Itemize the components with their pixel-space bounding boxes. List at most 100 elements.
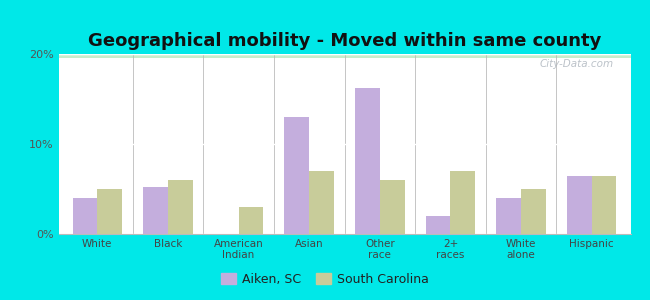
Bar bbox=[58, 54, 630, 56]
Bar bbox=[58, 55, 630, 56]
Bar bbox=[98, 189, 122, 234]
Bar bbox=[58, 56, 630, 58]
Bar bbox=[239, 207, 263, 234]
Bar bbox=[58, 55, 630, 57]
Bar bbox=[58, 55, 630, 57]
Bar bbox=[58, 55, 630, 56]
Bar bbox=[58, 56, 630, 57]
Bar bbox=[355, 88, 380, 234]
Bar bbox=[58, 55, 630, 57]
Bar bbox=[58, 54, 630, 56]
Bar bbox=[58, 56, 630, 57]
Bar bbox=[58, 54, 630, 56]
Bar bbox=[73, 198, 98, 234]
Bar bbox=[309, 171, 334, 234]
Bar bbox=[58, 55, 630, 56]
Bar bbox=[58, 54, 630, 56]
Bar bbox=[58, 56, 630, 57]
Bar bbox=[58, 54, 630, 56]
Bar bbox=[58, 55, 630, 57]
Bar bbox=[58, 55, 630, 57]
Bar bbox=[58, 55, 630, 56]
Bar bbox=[58, 56, 630, 57]
Bar bbox=[58, 55, 630, 56]
Bar bbox=[58, 54, 630, 56]
Bar bbox=[58, 55, 630, 56]
Bar bbox=[58, 54, 630, 56]
Bar bbox=[58, 55, 630, 57]
Bar bbox=[58, 55, 630, 57]
Bar bbox=[567, 176, 592, 234]
Bar bbox=[58, 55, 630, 56]
Bar bbox=[58, 56, 630, 58]
Bar bbox=[58, 56, 630, 57]
Bar bbox=[58, 55, 630, 57]
Bar bbox=[58, 55, 630, 56]
Bar bbox=[58, 55, 630, 57]
Bar bbox=[592, 176, 616, 234]
Bar bbox=[58, 55, 630, 57]
Bar bbox=[58, 56, 630, 57]
Bar bbox=[58, 54, 630, 56]
Title: Geographical mobility - Moved within same county: Geographical mobility - Moved within sam… bbox=[88, 32, 601, 50]
Bar bbox=[58, 56, 630, 58]
Bar bbox=[58, 56, 630, 58]
Bar bbox=[58, 55, 630, 57]
Bar bbox=[58, 55, 630, 57]
Bar bbox=[58, 55, 630, 57]
Bar bbox=[58, 56, 630, 58]
Bar bbox=[58, 55, 630, 57]
Bar bbox=[58, 55, 630, 56]
Bar bbox=[426, 216, 450, 234]
Bar bbox=[58, 55, 630, 57]
Bar bbox=[58, 55, 630, 57]
Bar bbox=[450, 171, 475, 234]
Bar bbox=[58, 54, 630, 56]
Bar bbox=[58, 55, 630, 57]
Bar bbox=[58, 55, 630, 56]
Legend: Aiken, SC, South Carolina: Aiken, SC, South Carolina bbox=[216, 268, 434, 291]
Bar bbox=[143, 187, 168, 234]
Bar bbox=[58, 55, 630, 56]
Bar bbox=[58, 56, 630, 57]
Bar bbox=[58, 56, 630, 57]
Bar bbox=[58, 56, 630, 57]
Bar bbox=[380, 180, 404, 234]
Bar bbox=[58, 55, 630, 57]
Bar bbox=[497, 198, 521, 234]
Bar bbox=[58, 54, 630, 56]
Bar bbox=[58, 54, 630, 56]
Bar bbox=[58, 54, 630, 56]
Bar bbox=[58, 55, 630, 56]
Bar bbox=[58, 55, 630, 57]
Bar bbox=[58, 55, 630, 57]
Bar bbox=[58, 54, 630, 56]
Bar bbox=[58, 54, 630, 56]
Bar bbox=[58, 54, 630, 56]
Bar bbox=[58, 55, 630, 57]
Bar bbox=[285, 117, 309, 234]
Bar bbox=[58, 55, 630, 57]
Bar bbox=[58, 55, 630, 57]
Bar bbox=[58, 55, 630, 56]
Bar bbox=[168, 180, 192, 234]
Bar bbox=[58, 55, 630, 56]
Bar bbox=[58, 54, 630, 56]
Bar bbox=[58, 55, 630, 56]
Bar bbox=[58, 55, 630, 57]
Bar bbox=[58, 55, 630, 57]
Bar bbox=[58, 55, 630, 57]
Bar bbox=[521, 189, 546, 234]
Bar bbox=[58, 54, 630, 56]
Bar bbox=[58, 55, 630, 57]
Bar bbox=[58, 54, 630, 56]
Bar bbox=[58, 54, 630, 56]
Bar bbox=[58, 55, 630, 57]
Bar bbox=[58, 54, 630, 56]
Bar bbox=[58, 55, 630, 57]
Bar bbox=[58, 55, 630, 56]
Bar bbox=[58, 56, 630, 57]
Bar bbox=[58, 55, 630, 57]
Bar bbox=[58, 54, 630, 56]
Bar bbox=[58, 56, 630, 58]
